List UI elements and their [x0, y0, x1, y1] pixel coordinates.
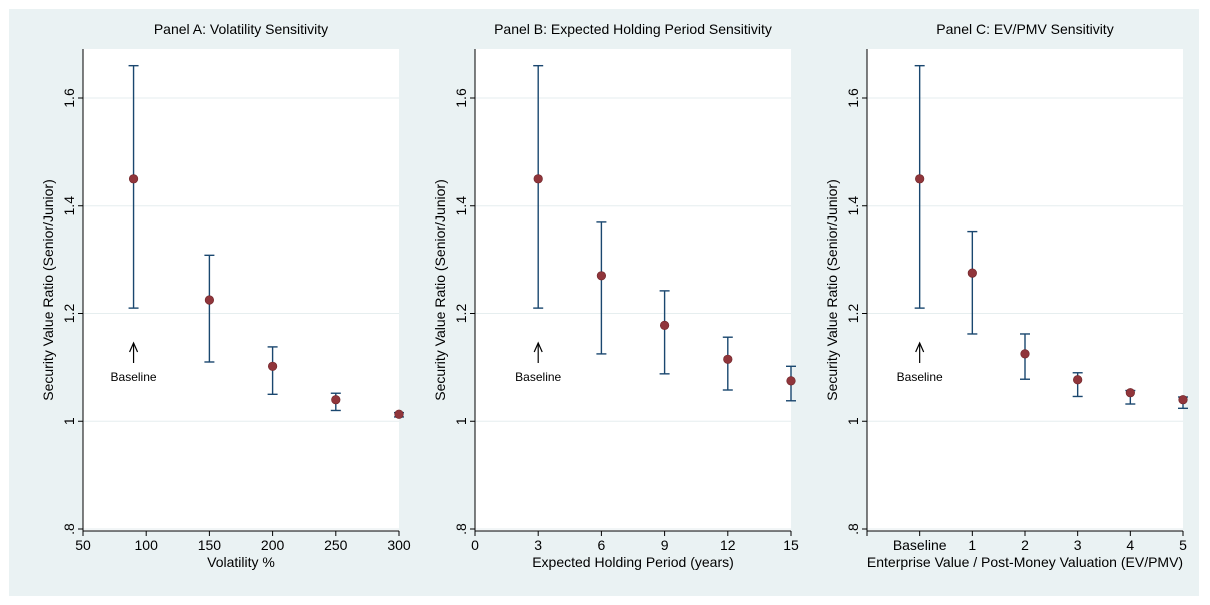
baseline-arrow-head	[129, 341, 139, 353]
y-tick-label: .8	[453, 523, 469, 535]
data-point	[533, 174, 543, 184]
panel-title: Panel C: EV/PMV Sensitivity	[936, 21, 1113, 37]
y-tick-label: .8	[845, 523, 861, 535]
data-point	[1073, 375, 1083, 385]
plot-region	[475, 49, 791, 531]
x-tick-label: 1	[968, 537, 976, 553]
y-tick-label: 1.2	[845, 304, 861, 324]
x-tick-label: 2	[1021, 537, 1029, 553]
x-tick-label: 5	[1179, 537, 1187, 553]
panel-b: .8 1 1.2 1.4 1.6 0 3 6 9 12 15 Panel B: Expected Ho…	[432, 21, 799, 570]
data-point	[1020, 349, 1030, 359]
y-axis-label: Security Value Ratio (Senior/Junior)	[824, 179, 840, 401]
y-tick-label: 1.4	[845, 196, 861, 216]
x-tick-label: 200	[261, 537, 285, 553]
x-tick-label: Baseline	[893, 537, 947, 553]
panel-title: Panel B: Expected Holding Period Sensiti…	[494, 21, 772, 37]
y-tick-label: 1	[845, 417, 861, 425]
baseline-annotation: Baseline	[897, 370, 943, 384]
data-point	[786, 376, 796, 386]
y-tick-label: 1.2	[61, 304, 77, 324]
data-point	[1125, 388, 1135, 398]
panel-a: .8 1 1.2 1.4 1.6 50 100 150 200 250 300 Panel A: Vo…	[40, 21, 411, 570]
figure-area: .8 1 1.2 1.4 1.6 50 100 150 200 250 300 Panel A: Vo…	[9, 9, 1199, 596]
plot-region	[83, 49, 399, 531]
panel-title: Panel A: Volatility Sensitivity	[154, 21, 328, 37]
plot-region	[867, 49, 1183, 531]
x-tick-label: 3	[1074, 537, 1082, 553]
data-point	[268, 361, 278, 371]
y-axis-label: Security Value Ratio (Senior/Junior)	[40, 179, 56, 401]
y-tick-label: 1	[61, 417, 77, 425]
x-tick-label: 9	[661, 537, 669, 553]
x-tick-label: 100	[135, 537, 159, 553]
y-axis-label: Security Value Ratio (Senior/Junior)	[432, 179, 448, 401]
baseline-arrow-head	[533, 341, 543, 353]
data-point	[394, 409, 404, 419]
data-point	[596, 271, 607, 281]
y-tick-label: 1.6	[845, 88, 861, 108]
data-point	[331, 395, 341, 405]
data-point	[915, 174, 925, 184]
x-tick-label: 4	[1126, 537, 1134, 553]
data-point	[128, 174, 139, 184]
y-tick-label: 1.6	[453, 88, 469, 108]
x-tick-label: 250	[324, 537, 348, 553]
data-point	[659, 320, 670, 330]
x-tick-label: 3	[534, 537, 542, 553]
data-point	[967, 268, 977, 278]
x-axis-label: Expected Holding Period (years)	[532, 554, 734, 570]
x-tick-label: 6	[598, 537, 606, 553]
baseline-annotation: Baseline	[111, 370, 157, 384]
x-tick-label: 150	[198, 537, 222, 553]
x-tick-label: 15	[783, 537, 799, 553]
y-tick-label: 1.6	[61, 88, 77, 108]
x-axis-label: Enterprise Value / Post-Money Valuation …	[867, 554, 1183, 570]
y-tick-label: .8	[61, 523, 77, 535]
data-point	[723, 354, 733, 364]
baseline-annotation: Baseline	[515, 370, 561, 384]
x-axis-label: Volatility %	[207, 554, 275, 570]
data-point	[1178, 395, 1188, 405]
data-point	[204, 295, 214, 305]
y-tick-label: 1.4	[61, 196, 77, 216]
panel-c: .8 1 1.2 1.4 1.6 Baseline 1 2 3 4 5 Panel C: EV/PMV…	[824, 21, 1188, 570]
x-tick-label: 300	[387, 537, 411, 553]
y-tick-label: 1.2	[453, 304, 469, 324]
x-tick-label: 12	[720, 537, 736, 553]
x-tick-label: 50	[75, 537, 91, 553]
y-tick-label: 1	[453, 417, 469, 425]
x-tick-label: 0	[471, 537, 479, 553]
y-tick-label: 1.4	[453, 196, 469, 216]
baseline-arrow-head	[915, 341, 925, 353]
